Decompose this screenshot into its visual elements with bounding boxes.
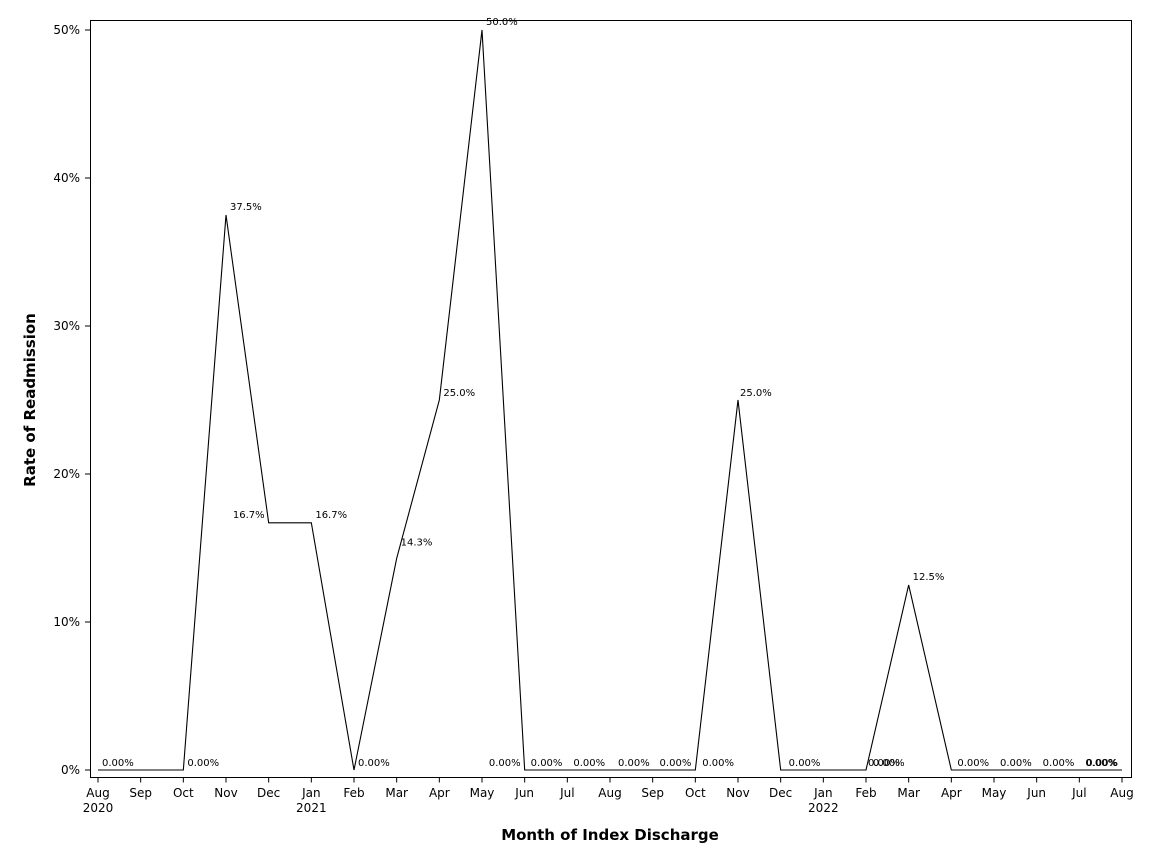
x-tick-label: Mar xyxy=(385,786,408,800)
data-label: 0.00% xyxy=(789,758,821,769)
data-label: 14.3% xyxy=(401,537,433,548)
data-label: 0.00% xyxy=(873,758,905,769)
data-label: 12.5% xyxy=(913,572,945,583)
x-tick-label: Feb xyxy=(855,786,876,800)
x-tick-label: Dec xyxy=(769,786,792,800)
y-tick-label: 50% xyxy=(53,23,80,37)
x-tick-label: Jun xyxy=(1026,786,1046,800)
y-tick-label: 40% xyxy=(53,171,80,185)
x-tick-label: Jul xyxy=(559,786,574,800)
x-tick-label: Nov xyxy=(214,786,237,800)
data-label: 0.00% xyxy=(1086,758,1118,769)
data-label: 16.7% xyxy=(233,510,265,521)
x-tick-year-label: 2020 xyxy=(83,801,114,815)
x-tick-label: Oct xyxy=(685,786,706,800)
data-label: 0.00% xyxy=(102,758,134,769)
data-label: 37.5% xyxy=(230,202,262,213)
x-tick-label: Jul xyxy=(1071,786,1086,800)
x-tick-label: Aug xyxy=(598,786,621,800)
y-tick-label: 30% xyxy=(53,319,80,333)
x-tick-label: Oct xyxy=(173,786,194,800)
data-label: 0.00% xyxy=(573,758,605,769)
plot-frame xyxy=(90,20,1132,778)
x-tick-label: Sep xyxy=(129,786,152,800)
data-label: 0.00% xyxy=(1043,758,1075,769)
series-line xyxy=(98,29,1122,771)
x-tick-label: Jun xyxy=(514,786,534,800)
x-tick-label: Feb xyxy=(343,786,364,800)
data-label: 0.00% xyxy=(489,758,521,769)
data-label: 0.00% xyxy=(660,758,692,769)
x-tick-label: May xyxy=(470,786,495,800)
data-label: 0.00% xyxy=(1000,758,1032,769)
x-tick-year-label: 2022 xyxy=(808,801,839,815)
x-tick-label: Apr xyxy=(429,786,450,800)
data-label: 0.00% xyxy=(868,758,900,769)
data-label: 0.00% xyxy=(531,758,563,769)
y-axis-title: Rate of Readmission xyxy=(21,313,39,487)
data-label: 0.00% xyxy=(702,758,734,769)
x-tick-label: May xyxy=(982,786,1007,800)
data-labels: 0.00% 0.00%37.5%16.7% 16.7%0.00%14.3%25.0%… xyxy=(102,17,1118,769)
x-tick-label: Aug xyxy=(1110,786,1133,800)
x-tick-year-label: 2021 xyxy=(296,801,327,815)
y-tick-label: 20% xyxy=(53,467,80,481)
x-tick-label: Sep xyxy=(641,786,664,800)
data-label: 0.00% xyxy=(618,758,650,769)
data-label: 0.00% xyxy=(1085,758,1117,769)
data-label: 25.0% xyxy=(443,388,475,399)
x-tick-label: Aug xyxy=(86,786,109,800)
y-tick-label: 0% xyxy=(61,763,80,777)
data-label: 0.00% xyxy=(957,758,989,769)
x-tick-label: Jan xyxy=(813,786,833,800)
data-label: 0.00% xyxy=(358,758,390,769)
data-label: 25.0% xyxy=(740,388,772,399)
y-tick-label: 10% xyxy=(53,615,80,629)
x-axis-title: Month of Index Discharge xyxy=(501,826,719,844)
data-label: 50.0% xyxy=(486,17,518,28)
data-label: 0.00% xyxy=(187,758,219,769)
x-tick-label: Jan xyxy=(301,786,321,800)
x-tick-label: Nov xyxy=(726,786,749,800)
y-axis: 0% 10% 20% 30% 40% 50% xyxy=(53,23,91,777)
x-tick-label: Mar xyxy=(897,786,920,800)
data-label: 16.7% xyxy=(315,510,347,521)
x-tick-label: Dec xyxy=(257,786,280,800)
x-tick-label: Apr xyxy=(941,786,962,800)
